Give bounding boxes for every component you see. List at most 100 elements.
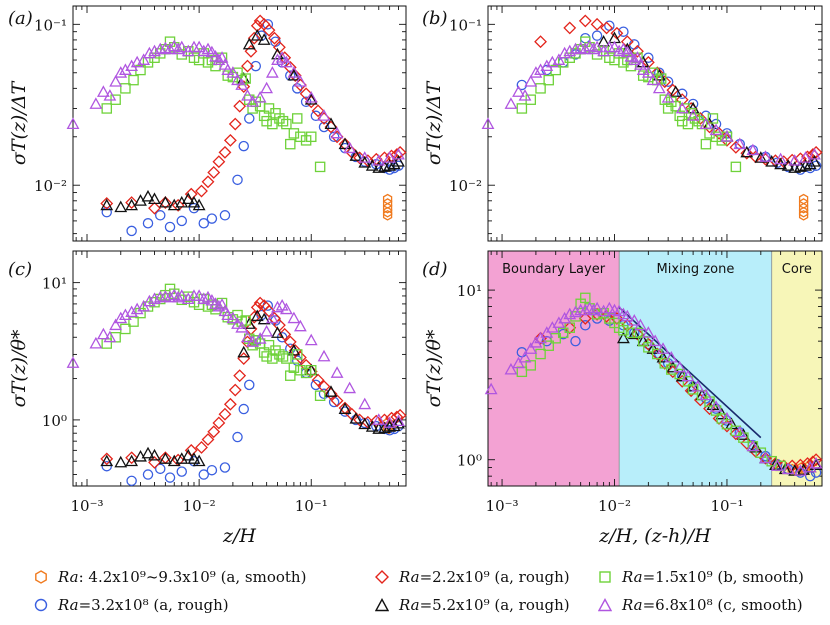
data-point bbox=[535, 348, 546, 360]
y-axis-label: σT(z)/ΔT bbox=[8, 81, 30, 166]
data-point bbox=[279, 55, 293, 68]
plot-frame bbox=[487, 250, 823, 487]
x-tick-label: 10⁻² bbox=[183, 497, 216, 515]
data-point bbox=[707, 113, 719, 124]
data-point bbox=[311, 373, 325, 387]
data-point bbox=[687, 384, 699, 395]
plot-frame bbox=[72, 250, 407, 487]
series-triangle-111111 bbox=[100, 29, 405, 213]
data-point bbox=[600, 21, 613, 35]
data-point bbox=[759, 451, 772, 464]
legend-text: =5.2x10⁹ (a, rough) bbox=[419, 596, 570, 614]
data-point bbox=[733, 425, 747, 438]
x-tick-label: 10⁻¹ bbox=[295, 497, 328, 515]
data-point bbox=[516, 103, 528, 114]
data-point bbox=[192, 198, 206, 211]
data-point bbox=[631, 327, 644, 341]
data-point bbox=[652, 81, 666, 94]
data-point bbox=[693, 393, 707, 407]
data-point bbox=[96, 327, 110, 340]
data-point bbox=[636, 63, 650, 75]
data-point bbox=[257, 312, 271, 325]
data-point bbox=[338, 137, 352, 151]
data-point bbox=[158, 452, 172, 464]
x-axis-label: z/H bbox=[222, 525, 256, 547]
data-point bbox=[126, 475, 137, 487]
data-point bbox=[181, 44, 195, 57]
data-point bbox=[212, 416, 226, 430]
data-point bbox=[610, 312, 624, 325]
data-point bbox=[142, 294, 156, 307]
data-point bbox=[803, 460, 817, 473]
zone-label-boundary-layer: Boundary Layer bbox=[502, 262, 606, 277]
data-point bbox=[231, 73, 244, 86]
data-point bbox=[226, 66, 240, 78]
data-point bbox=[101, 206, 113, 218]
data-point bbox=[148, 448, 161, 461]
data-point bbox=[281, 353, 292, 364]
data-point bbox=[125, 454, 139, 467]
data-point bbox=[675, 374, 689, 388]
data-point bbox=[232, 174, 243, 186]
data-point bbox=[288, 362, 300, 373]
data-point bbox=[195, 441, 208, 454]
data-point bbox=[293, 319, 307, 332]
data-point bbox=[89, 336, 103, 349]
legend-item-blue-circle: Ra =3.2x10⁸ (a, rough) bbox=[34, 596, 229, 614]
data-point bbox=[809, 453, 823, 467]
data-point bbox=[288, 128, 300, 139]
data-point bbox=[387, 157, 401, 170]
data-point bbox=[392, 155, 405, 167]
y-tick-label: 10¹ bbox=[457, 282, 482, 300]
data-point bbox=[529, 66, 543, 78]
data-point bbox=[233, 369, 247, 383]
data-point bbox=[171, 198, 185, 212]
data-point bbox=[241, 89, 254, 101]
data-point bbox=[281, 118, 292, 130]
y-tick-label: 10⁻¹ bbox=[34, 16, 67, 34]
data-point bbox=[358, 397, 372, 410]
data-point bbox=[241, 330, 254, 343]
data-point bbox=[618, 57, 629, 68]
data-point bbox=[393, 145, 407, 159]
data-point bbox=[101, 103, 113, 114]
data-point bbox=[770, 459, 784, 471]
legend-text: =3.2x10⁸ (a, rough) bbox=[78, 596, 229, 614]
data-point bbox=[198, 469, 210, 480]
data-point bbox=[285, 370, 296, 381]
data-point bbox=[641, 326, 655, 338]
data-point bbox=[625, 327, 637, 339]
data-point bbox=[141, 446, 155, 459]
legend-ra-label: Ra bbox=[399, 568, 420, 586]
data-point bbox=[563, 321, 577, 335]
data-point bbox=[268, 31, 281, 45]
y-tick-label: 10⁻² bbox=[34, 177, 67, 195]
data-point bbox=[257, 33, 271, 45]
data-point bbox=[128, 74, 139, 86]
data-point bbox=[171, 290, 185, 303]
legend-text: : 4.2x10⁹~9.3x10⁹ (a, smooth) bbox=[78, 568, 307, 586]
data-point bbox=[324, 117, 338, 129]
data-point bbox=[602, 301, 616, 314]
data-point bbox=[103, 330, 117, 343]
legend-ra-label: Ra bbox=[622, 568, 643, 586]
data-point bbox=[349, 149, 363, 161]
data-point bbox=[154, 463, 166, 475]
data-point bbox=[197, 292, 211, 304]
data-point bbox=[330, 394, 344, 408]
data-point bbox=[265, 66, 279, 78]
data-point bbox=[262, 19, 274, 30]
legend-item-purple-triangle: Ra =6.8x10⁸ (c, smooth) bbox=[598, 596, 803, 614]
data-point bbox=[659, 358, 671, 369]
data-point bbox=[700, 138, 712, 150]
data-point bbox=[148, 201, 161, 215]
data-point bbox=[118, 63, 132, 75]
data-point bbox=[674, 368, 685, 380]
data-point bbox=[324, 385, 338, 397]
data-point bbox=[163, 290, 177, 303]
legend-item-red-diamond: Ra =2.2x10⁹ (a, rough) bbox=[375, 568, 570, 586]
data-point bbox=[383, 159, 397, 171]
data-point bbox=[114, 311, 128, 324]
data-point bbox=[287, 311, 301, 324]
data-point bbox=[164, 472, 176, 483]
